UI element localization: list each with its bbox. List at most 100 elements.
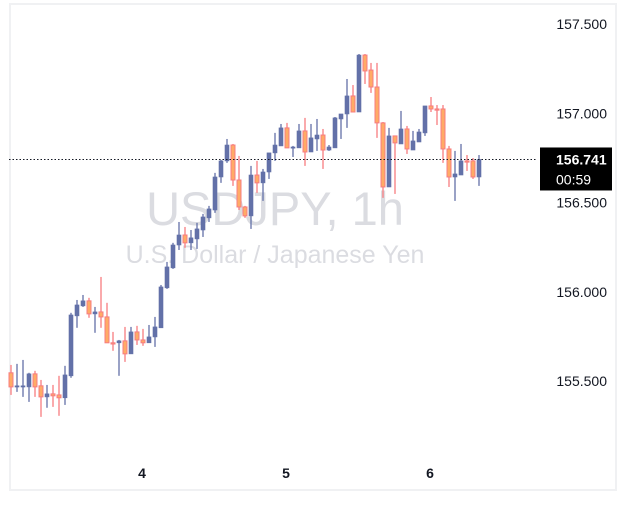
candle xyxy=(302,117,308,166)
candle xyxy=(386,127,392,188)
candle-body xyxy=(416,131,422,143)
price-axis[interactable]: 157.500 157.000 156.500 156.000 155.500 xyxy=(556,16,607,389)
candle xyxy=(170,242,176,269)
candle-body xyxy=(446,148,452,178)
candle xyxy=(38,379,44,417)
candle xyxy=(296,123,302,149)
candle xyxy=(422,105,428,136)
candle-body xyxy=(284,127,290,149)
chart-frame xyxy=(9,3,617,491)
candle xyxy=(62,365,68,405)
candle xyxy=(212,172,218,213)
candle-body xyxy=(338,113,344,120)
candle-body xyxy=(428,105,434,110)
candle-body xyxy=(134,331,140,341)
candle xyxy=(266,152,272,179)
candle xyxy=(176,221,182,250)
candle xyxy=(260,168,266,201)
candle xyxy=(278,123,284,147)
candle-body xyxy=(230,144,236,181)
candle-body xyxy=(278,127,284,147)
candle xyxy=(134,325,140,345)
candle xyxy=(146,324,152,344)
candle-body xyxy=(116,340,122,344)
candle xyxy=(194,222,200,249)
time-axis[interactable]: 4 5 6 xyxy=(138,465,434,481)
candle-body xyxy=(224,144,230,162)
candle xyxy=(44,384,50,408)
price-tick-label: 157.000 xyxy=(556,105,607,121)
candle xyxy=(224,138,230,163)
candle-body xyxy=(344,95,350,115)
candle xyxy=(446,145,452,187)
candle-body xyxy=(50,393,56,397)
time-tick-label: 5 xyxy=(282,465,290,481)
candle-body xyxy=(326,146,332,151)
candle xyxy=(452,150,458,201)
candle-body xyxy=(182,234,188,244)
candle-body xyxy=(68,314,74,377)
candle-body xyxy=(170,244,176,269)
candle-body xyxy=(218,160,224,178)
candle-body xyxy=(26,373,32,388)
time-tick-label: 6 xyxy=(426,465,434,481)
candles xyxy=(8,53,482,417)
candle-body xyxy=(374,86,380,124)
candle xyxy=(236,155,242,210)
candle xyxy=(50,384,56,407)
candle xyxy=(158,284,164,329)
candle-body xyxy=(32,373,38,388)
candle xyxy=(188,229,194,250)
candle xyxy=(32,370,38,397)
candle-body xyxy=(392,135,398,144)
candle xyxy=(344,78,350,128)
candle-body xyxy=(38,385,44,398)
candle-body xyxy=(104,316,110,344)
candle-body xyxy=(362,54,368,72)
candle xyxy=(380,121,386,198)
candle-body xyxy=(266,152,272,173)
candle-body xyxy=(158,286,164,329)
candle-body xyxy=(272,144,278,154)
candle-body xyxy=(332,117,338,149)
candle xyxy=(290,145,296,157)
price-tick-label: 155.500 xyxy=(556,373,607,389)
candle xyxy=(182,226,188,248)
time-tick-label: 4 xyxy=(138,465,146,481)
candle xyxy=(20,359,26,397)
candle xyxy=(110,331,116,351)
candle xyxy=(464,155,470,171)
candle xyxy=(440,105,446,163)
candle-body xyxy=(422,105,428,134)
candle xyxy=(308,123,314,153)
candle xyxy=(200,213,206,237)
candle xyxy=(404,125,410,154)
candle-body xyxy=(14,385,20,388)
candle-body xyxy=(290,146,296,149)
candle-body xyxy=(260,171,266,184)
candle xyxy=(326,145,332,151)
candle-body xyxy=(242,206,248,217)
candle xyxy=(272,132,278,161)
candle-body xyxy=(62,374,68,399)
candle-body xyxy=(320,134,326,151)
candle xyxy=(368,62,374,93)
candle xyxy=(434,105,440,126)
candle xyxy=(206,205,212,222)
candle-body xyxy=(434,108,440,111)
candle-body xyxy=(176,234,182,246)
candle xyxy=(68,312,74,378)
candle xyxy=(218,160,224,183)
candle-body xyxy=(140,339,146,344)
candle-body xyxy=(212,176,218,211)
candle-body xyxy=(110,342,116,345)
candle-body xyxy=(98,311,104,318)
candle-body xyxy=(164,266,170,289)
candle xyxy=(74,299,80,328)
candle-body xyxy=(386,135,392,188)
candle xyxy=(56,375,62,416)
candle-body xyxy=(20,385,26,388)
candle-body xyxy=(302,130,308,153)
candle xyxy=(338,113,344,139)
